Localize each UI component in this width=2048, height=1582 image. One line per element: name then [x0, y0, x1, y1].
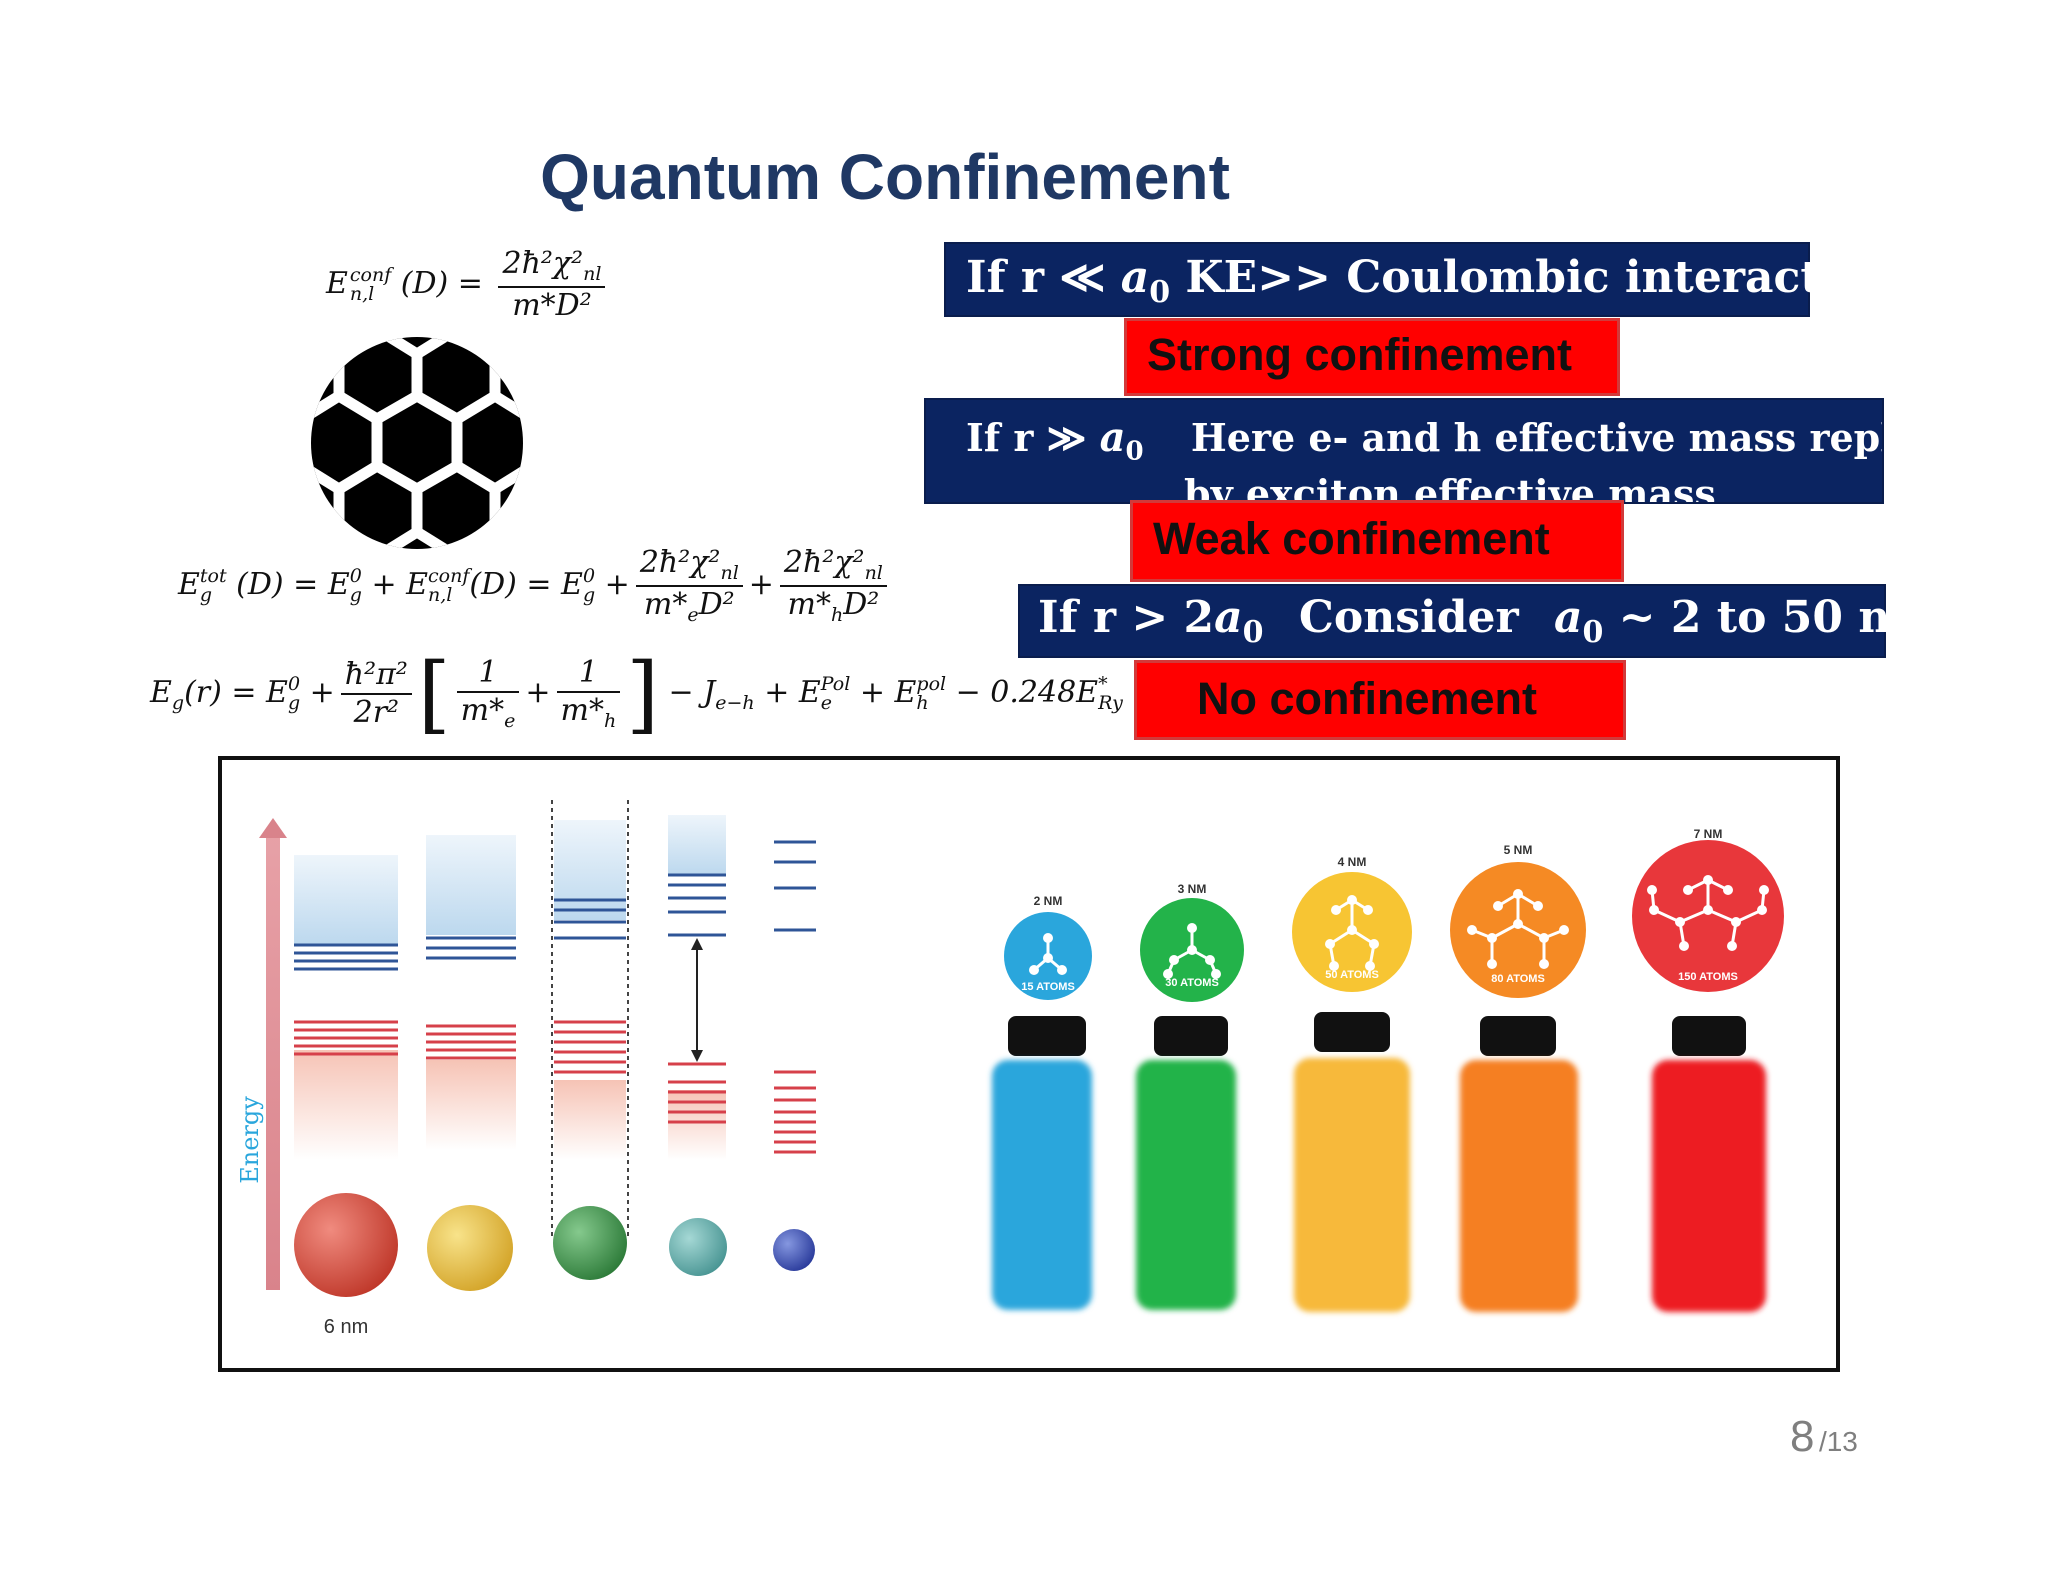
figure-canvas: Energy 6 nm [236, 800, 1784, 1338]
quantum-dot-figure: Energy 6 nm [218, 756, 1840, 1372]
qd-item-4nm: 4 NM 50 ATOMS [1292, 855, 1412, 1312]
regime-none-condition: If r > 2a0 Consider a0 ~ 2 to 50 nm [1018, 584, 1937, 658]
svg-text:2 NM: 2 NM [1034, 894, 1063, 908]
energy-axis-arrow [266, 830, 280, 1290]
regime-strong-condition: If r ≪ a0 KE>> Coulombic interaction [944, 242, 1899, 317]
svg-text:7 NM: 7 NM [1694, 827, 1723, 841]
regime-weak-condition: If r ≫ a0 Here e- and h effective mass r… [924, 398, 1884, 504]
page-total: /13 [1818, 1426, 1858, 1457]
svg-text:50 ATOMS: 50 ATOMS [1325, 969, 1379, 981]
qd-item-5nm: 5 NM 80 ATOMS [1450, 843, 1586, 1312]
svg-text:150 ATOMS: 150 ATOMS [1678, 971, 1738, 983]
svg-text:30 ATOMS: 30 ATOMS [1165, 977, 1219, 989]
slide-title: Quantum Confinement [540, 141, 1230, 213]
size-label: 6 nm [324, 1316, 368, 1338]
svg-text:4 NM: 4 NM [1338, 855, 1367, 869]
regime-strong-label: Strong confinement [1124, 318, 1620, 396]
nanoparticle-sphere-4 [669, 1218, 727, 1276]
nanoparticle-sphere-3 [553, 1206, 627, 1280]
regime-none-label: No confinement [1134, 660, 1626, 740]
qd-item-7nm: 7 NM 150 ATOMS [1632, 827, 1784, 1312]
page-number: 8 /13 [1790, 1412, 1858, 1462]
regime-weak-label: Weak confinement [1130, 500, 1624, 582]
nanoparticle-sphere-6nm [294, 1193, 398, 1297]
energy-arrow-head [259, 818, 287, 838]
qd-item-2nm: 2 NM 15 ATOMS [992, 894, 1092, 1310]
qd-item-3nm: 3 NM 30 ATOMS [1136, 882, 1244, 1310]
svg-text:15 ATOMS: 15 ATOMS [1021, 981, 1075, 993]
page-current: 8 [1790, 1412, 1815, 1461]
fullerene-icon [311, 337, 523, 549]
nanoparticle-sphere-2 [427, 1205, 513, 1291]
energy-label: Energy [236, 1096, 264, 1184]
svg-text:80 ATOMS: 80 ATOMS [1491, 973, 1545, 985]
svg-text:3 NM: 3 NM [1178, 882, 1207, 896]
nanoparticle-sphere-5 [773, 1229, 815, 1271]
svg-text:5 NM: 5 NM [1504, 843, 1533, 857]
